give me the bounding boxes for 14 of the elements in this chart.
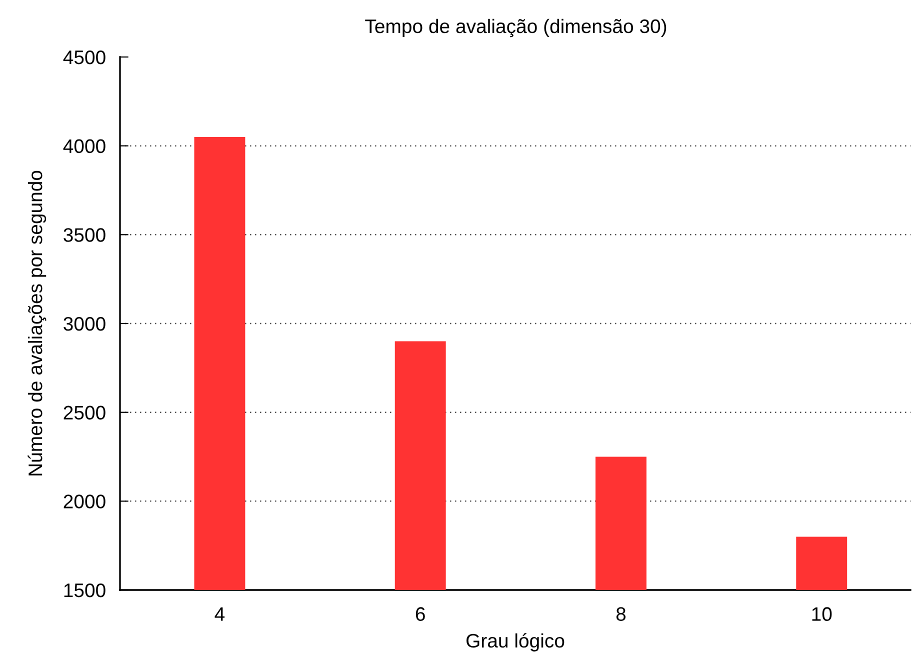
y-tick-label: 4500 xyxy=(63,50,106,64)
y-tick-label: 1500 xyxy=(64,583,106,598)
x-tick-label: 10 xyxy=(812,607,832,621)
x-tick-label: 6 xyxy=(416,607,425,621)
x-tick-label: 4 xyxy=(214,607,225,621)
y-tick-label: 4000 xyxy=(63,139,106,154)
y-tick-label: 3000 xyxy=(64,316,106,331)
y-tick-label: 2000 xyxy=(64,494,106,508)
x-axis-title: Grau lógico xyxy=(466,633,564,652)
y-axis-title: Número de avaliações por segundo xyxy=(28,170,46,476)
y-tick-label: 2500 xyxy=(64,406,106,420)
chart-title: Tempo de avaliação (dimensão 30) xyxy=(365,18,666,38)
y-tick-label: 3500 xyxy=(64,228,106,242)
x-tick-label: 8 xyxy=(616,607,626,621)
